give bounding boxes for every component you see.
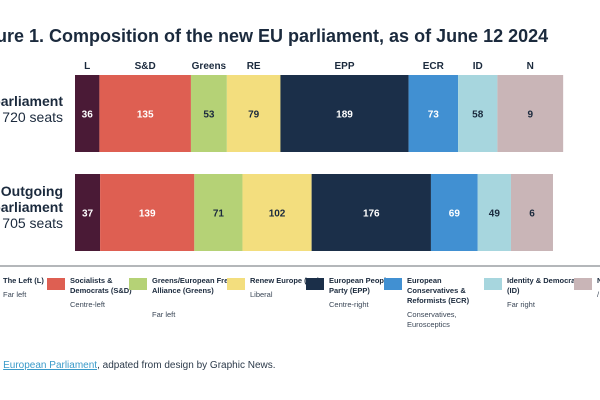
bar-value-label: 58	[472, 110, 484, 121]
legend-swatch	[306, 278, 324, 290]
bar-segment-sd-row1	[99, 75, 191, 152]
bar-segment-re-row1	[226, 75, 281, 152]
bar-value-label: 69	[449, 209, 461, 220]
bar-value-label: 6	[529, 209, 535, 220]
bar-segment-epp-row2	[311, 174, 431, 251]
bar-value-label: 189	[336, 110, 353, 121]
bar-value-label: 135	[137, 110, 154, 121]
category-label-epp: EPP	[334, 61, 354, 72]
category-label-n: N	[527, 61, 534, 72]
bar-value-label: 79	[248, 110, 260, 121]
source-note: e: European Parliament, adpated from des…	[0, 360, 276, 371]
bar-segment-greens-row1	[190, 75, 227, 152]
legend-name: Identity & Democracy (ID)	[507, 276, 584, 295]
row-seat-count: 705 seats	[2, 215, 63, 231]
source-prefix: e:	[0, 360, 3, 371]
bar-segment-l-row1	[75, 75, 100, 152]
legend-description: Liberal	[250, 290, 273, 299]
bar-value-label: 176	[363, 209, 380, 220]
legend-name: European People's Party (EPP)	[329, 276, 397, 295]
legend-swatch	[47, 278, 65, 290]
legend-description: Conservatives, Eurosceptics	[407, 310, 457, 329]
bar-segment-ecr-row1	[408, 75, 459, 152]
row-label: parliament	[0, 93, 63, 109]
row-seat-count: 720 seats	[2, 109, 63, 125]
bar-segment-epp-row1	[280, 75, 409, 152]
bar-segment-greens-row2	[194, 174, 243, 251]
bar-value-label: 73	[428, 110, 440, 121]
category-label-greens: Greens	[192, 61, 227, 72]
bar-value-label: 49	[489, 209, 501, 220]
legend-name: N	[597, 276, 600, 285]
bar-value-label: 139	[139, 209, 156, 220]
bar-segment-n-row1	[497, 75, 564, 152]
bar-value-label: 71	[213, 209, 225, 220]
source-link[interactable]: European Parliament	[3, 360, 98, 371]
category-label-id: ID	[473, 61, 483, 72]
legend-name: The Left (L)	[3, 276, 44, 285]
bar-value-label: 102	[269, 209, 286, 220]
bar-segment-id-row1	[458, 75, 498, 152]
bar-value-label: 53	[203, 110, 215, 121]
bar-value-label: 9	[527, 110, 533, 121]
category-label-ecr: ECR	[423, 61, 445, 72]
legend-name: Renew Europe (RE)	[250, 276, 320, 285]
legend-name: European Conservatives & Reformists (ECR…	[407, 276, 470, 305]
legend-swatch	[574, 278, 592, 290]
bar-segment-id-row2	[477, 174, 511, 251]
bar-segment-re-row2	[242, 174, 312, 251]
category-label-sd: S&D	[135, 61, 156, 72]
legend-description: Centre-right	[329, 300, 369, 309]
source-suffix: , adpated from design by Graphic News.	[97, 360, 276, 371]
legend-swatch	[227, 278, 245, 290]
row-label: parliament	[0, 199, 63, 215]
chart-title: ure 1. Composition of the new EU parliam…	[0, 26, 549, 46]
bar-segment-l-row2	[75, 174, 101, 251]
bar-segment-n-row2	[510, 174, 553, 251]
stacked-bar-chart: L S&D Greens RE EPP ECR ID N 36 135 53 79 189 73 58 9 pa…	[0, 61, 600, 267]
row-label: Outgoing	[1, 183, 63, 199]
legend-swatch	[484, 278, 502, 290]
category-label-re: RE	[247, 61, 261, 72]
bar-value-label: 37	[82, 209, 94, 220]
bar-value-label: 36	[82, 110, 94, 121]
legend-name: Socialists & Democrats (S&D)	[70, 276, 132, 295]
legend-description: Far left	[152, 310, 176, 319]
legend-swatch	[129, 278, 147, 290]
legend-description: /	[597, 290, 600, 299]
legend-description: Centre-left	[70, 300, 106, 309]
bar-segment-ecr-row2	[430, 174, 478, 251]
legend-name: Greens/European Free Alliance (Greens)	[152, 276, 233, 295]
bar-segment-sd-row2	[100, 174, 195, 251]
legend-description: Far right	[507, 300, 535, 309]
legend-swatch	[384, 278, 402, 290]
legend-description: Far left	[3, 290, 27, 299]
category-label-l: L	[84, 61, 90, 72]
